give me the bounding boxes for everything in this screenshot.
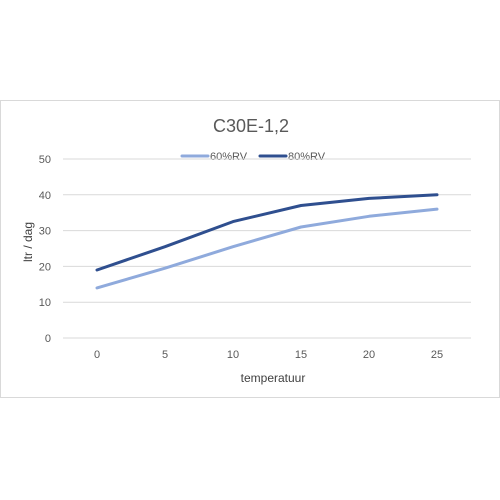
x-tick-label: 10 xyxy=(227,349,239,361)
chart-title: C30E-1,2 xyxy=(213,116,289,136)
y-tick-label: 50 xyxy=(39,154,51,166)
x-tick-label: 5 xyxy=(162,349,168,361)
y-axis-title: ltr / dag xyxy=(21,222,35,262)
y-tick-label: 40 xyxy=(39,190,51,202)
x-tick-label: 20 xyxy=(363,349,375,361)
x-axis-ticks: 0 5 10 15 20 25 xyxy=(94,349,443,361)
grid xyxy=(63,158,471,339)
y-tick-label: 30 xyxy=(39,226,51,238)
legend-label: 60%RV xyxy=(210,151,248,163)
x-tick-label: 0 xyxy=(94,349,100,361)
series-line-60-rv xyxy=(95,207,439,290)
line-chart: C30E-1,2 60%RV 80%RV 0 10 20 30 40 50 0 5 10 15 20… xyxy=(21,116,471,385)
series-lines xyxy=(95,193,439,290)
legend: 60%RV 80%RV xyxy=(180,151,326,163)
x-axis-title: temperatuur xyxy=(241,371,306,385)
y-tick-label: 0 xyxy=(45,333,51,345)
y-tick-label: 20 xyxy=(39,261,51,273)
y-tick-label: 10 xyxy=(39,297,51,309)
legend-label: 80%RV xyxy=(288,151,326,163)
x-tick-label: 25 xyxy=(431,349,443,361)
x-tick-label: 15 xyxy=(295,349,307,361)
y-axis-ticks: 0 10 20 30 40 50 xyxy=(39,154,51,345)
chart-frame: C30E-1,2 60%RV 80%RV 0 10 20 30 40 50 0 5 10 15 20… xyxy=(0,100,500,398)
series-line-80-rv xyxy=(95,193,439,272)
